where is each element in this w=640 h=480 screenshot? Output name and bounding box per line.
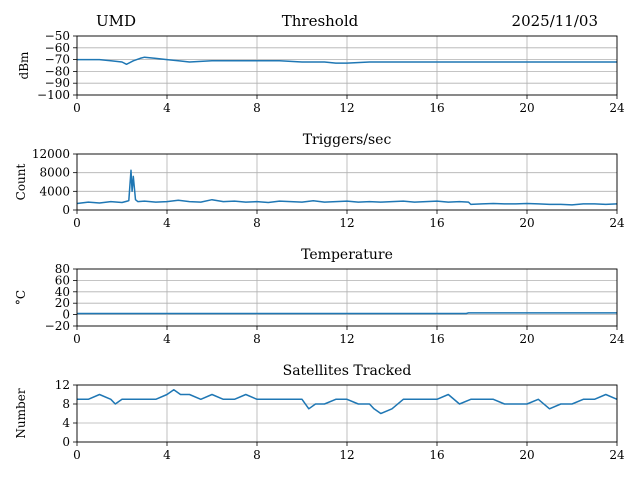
x-tick-label: 16 bbox=[429, 448, 444, 462]
y-tick-label: −90 bbox=[45, 76, 70, 90]
x-tick-label: 4 bbox=[163, 448, 171, 462]
x-tick-label: 20 bbox=[519, 448, 534, 462]
x-tick-label: 4 bbox=[163, 332, 171, 346]
y-tick-label: −20 bbox=[45, 319, 70, 333]
panel-title: Temperature bbox=[301, 247, 393, 263]
x-tick-label: 16 bbox=[429, 332, 444, 346]
figure-title: Threshold bbox=[281, 12, 359, 30]
x-tick-label: 24 bbox=[609, 101, 625, 115]
x-tick-label: 12 bbox=[339, 332, 354, 346]
y-tick-label: 12 bbox=[55, 378, 70, 392]
x-tick-label: 12 bbox=[339, 448, 354, 462]
y-tick-label: 80 bbox=[55, 262, 70, 276]
x-tick-label: 4 bbox=[163, 101, 171, 115]
x-tick-label: 12 bbox=[339, 101, 354, 115]
y-axis-label: °C bbox=[14, 290, 28, 305]
x-tick-label: 20 bbox=[519, 332, 534, 346]
x-tick-label: 24 bbox=[609, 448, 625, 462]
y-tick-label: 0 bbox=[62, 308, 70, 322]
x-tick-label: 16 bbox=[429, 216, 444, 230]
x-tick-label: 8 bbox=[253, 448, 261, 462]
y-tick-label: 0 bbox=[62, 435, 70, 449]
x-tick-label: 0 bbox=[73, 332, 81, 346]
x-tick-label: 0 bbox=[73, 448, 81, 462]
y-tick-label: 8000 bbox=[39, 166, 70, 180]
series-line bbox=[77, 389, 618, 415]
series-line bbox=[76, 169, 618, 206]
x-tick-label: 8 bbox=[253, 332, 261, 346]
x-tick-label: 0 bbox=[73, 216, 81, 230]
y-tick-label: −60 bbox=[45, 41, 70, 55]
x-tick-label: 24 bbox=[609, 216, 625, 230]
y-tick-label: −70 bbox=[45, 53, 70, 67]
y-tick-label: 20 bbox=[55, 296, 70, 310]
panel-title: Triggers/sec bbox=[303, 132, 392, 148]
y-tick-label: 12000 bbox=[32, 147, 70, 161]
y-tick-label: −50 bbox=[45, 29, 70, 43]
y-tick-label: −100 bbox=[37, 88, 70, 102]
y-tick-label: 0 bbox=[62, 203, 70, 217]
x-tick-label: 20 bbox=[519, 101, 534, 115]
y-tick-label: 4000 bbox=[39, 184, 70, 198]
x-tick-label: 4 bbox=[163, 216, 171, 230]
y-tick-label: 60 bbox=[55, 273, 70, 287]
x-tick-label: 12 bbox=[339, 216, 354, 230]
y-tick-label: −80 bbox=[45, 64, 70, 78]
date-label: 2025/11/03 bbox=[511, 12, 598, 30]
series-line bbox=[77, 56, 617, 66]
y-tick-label: 8 bbox=[62, 397, 70, 411]
x-tick-label: 8 bbox=[253, 216, 261, 230]
y-axis-label: Count bbox=[14, 163, 28, 200]
y-tick-label: 40 bbox=[55, 285, 70, 299]
x-tick-label: 16 bbox=[429, 101, 444, 115]
panel-title: Satellites Tracked bbox=[283, 363, 412, 379]
x-tick-label: 24 bbox=[609, 332, 625, 346]
y-axis-label: dBm bbox=[17, 51, 31, 80]
site-label: UMD bbox=[96, 12, 137, 30]
x-tick-label: 8 bbox=[253, 101, 261, 115]
y-tick-label: 4 bbox=[62, 416, 70, 430]
x-tick-label: 0 bbox=[73, 101, 81, 115]
x-tick-label: 20 bbox=[519, 216, 534, 230]
y-axis-label: Number bbox=[14, 388, 28, 438]
series-line bbox=[77, 312, 617, 315]
